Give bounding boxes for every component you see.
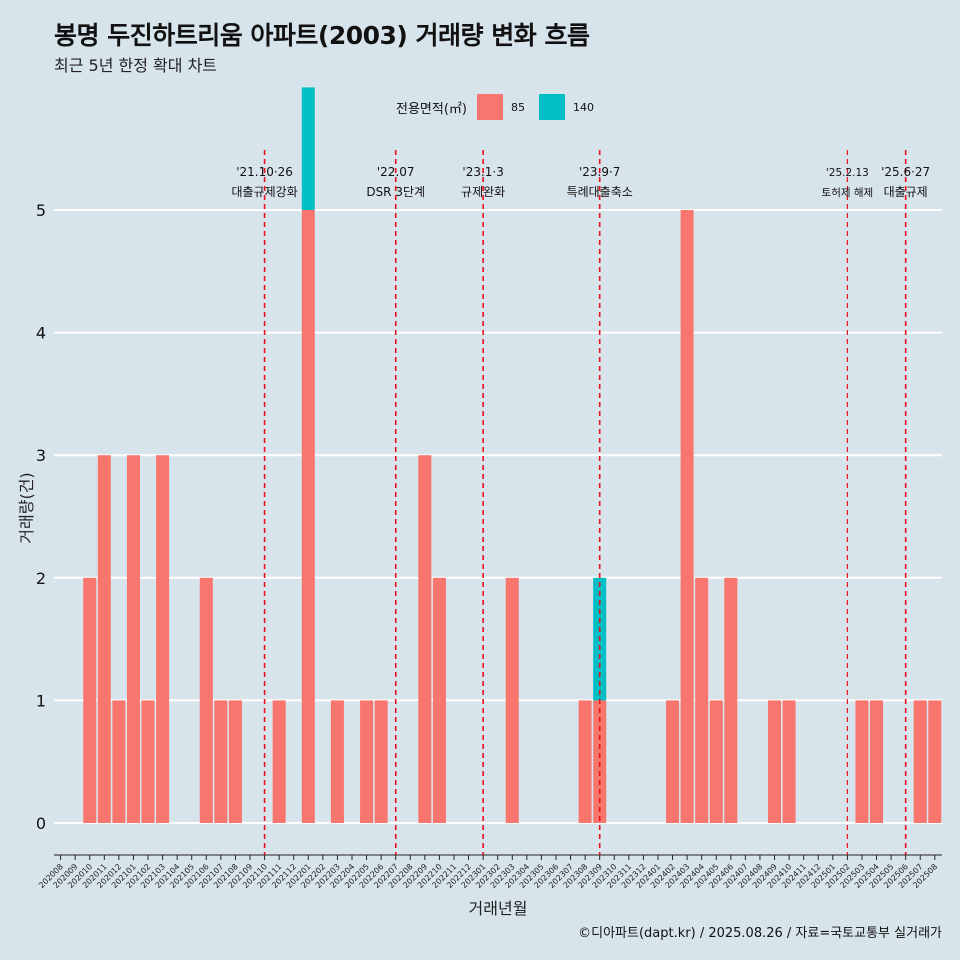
- bar-85-202209: [418, 455, 432, 823]
- legend-label-140: 140: [572, 100, 594, 114]
- bar-85-202404: [695, 577, 709, 823]
- legend-title: 전용면적(㎡): [396, 101, 467, 117]
- event-label-202301: 규제완화: [461, 185, 505, 199]
- bar-85-202201: [301, 210, 315, 823]
- y-tick-label: 5: [36, 201, 46, 220]
- bar-85-202405: [709, 700, 723, 823]
- y-tick-label: 0: [36, 814, 46, 833]
- bar-85-202108: [228, 700, 242, 823]
- x-axis-title: 거래년월: [469, 899, 528, 918]
- bar-85-202308: [578, 700, 592, 823]
- y-tick-label: 2: [36, 569, 46, 588]
- bar-85-202111: [272, 700, 286, 823]
- event-label-202502: 토허제 해제: [822, 186, 874, 199]
- bar-85-202503: [855, 700, 869, 823]
- bar-85-202107: [214, 700, 228, 823]
- bar-85-202205: [360, 700, 374, 823]
- event-date-202301: '23.1·3: [462, 165, 503, 179]
- y-tick-label: 1: [36, 691, 46, 710]
- bar-85-202403: [680, 210, 694, 823]
- bar-85-202101: [126, 455, 140, 823]
- event-date-202309: '23.9·7: [579, 165, 620, 179]
- legend-label-85: 85: [510, 100, 525, 114]
- legend: 전용면적(㎡) 85 140: [396, 94, 608, 120]
- bar-85-202507: [913, 700, 927, 823]
- source-caption: ©디아파트(dapt.kr) / 2025.08.26 / 자료=국토교통부 실…: [578, 926, 942, 941]
- y-tick-label: 3: [36, 446, 46, 465]
- legend-swatch-140: [538, 94, 565, 120]
- event-date-202110: '21.10·26: [236, 165, 293, 179]
- event-label-202506: 대출규제: [884, 185, 928, 199]
- y-tick-label: 4: [36, 324, 46, 343]
- chart-subtitle: 최근 5년 한정 확대 차트: [54, 56, 218, 75]
- legend-swatch-85: [476, 94, 503, 120]
- bar-85-202303: [505, 577, 519, 823]
- bar-85-202010: [83, 577, 97, 823]
- chart-title: 봉명 두진하트리움 아파트(2003) 거래량 변화 흐름: [54, 21, 590, 50]
- event-date-202506: '25.6·27: [881, 165, 930, 179]
- event-label-202110: 대출규제강화: [231, 185, 297, 199]
- bar-85-202011: [97, 455, 111, 823]
- bar-85-202106: [199, 577, 213, 823]
- bar-85-202402: [666, 700, 680, 823]
- bar-85-202409: [768, 700, 782, 823]
- bar-85-202102: [141, 700, 155, 823]
- event-date-202502: '25.2.13: [826, 167, 869, 179]
- event-label-202309: 특례대출축소: [567, 185, 633, 199]
- bar-85-202012: [112, 700, 126, 823]
- y-axis-title: 거래량(건): [17, 472, 36, 543]
- bar-85-202309: [593, 700, 607, 823]
- bar-140-202201: [301, 87, 315, 210]
- bar-85-202203: [330, 700, 344, 823]
- bar-85-202410: [782, 700, 796, 823]
- bar-85-202406: [724, 577, 738, 823]
- bar-85-202504: [870, 700, 884, 823]
- bar-85-202210: [432, 577, 446, 823]
- event-date-202207: '22.07: [377, 165, 415, 179]
- bar-85-202103: [156, 455, 170, 823]
- bar-85-202206: [374, 700, 388, 823]
- event-label-202207: DSR 3단계: [366, 185, 425, 199]
- bar-85-202508: [928, 700, 942, 823]
